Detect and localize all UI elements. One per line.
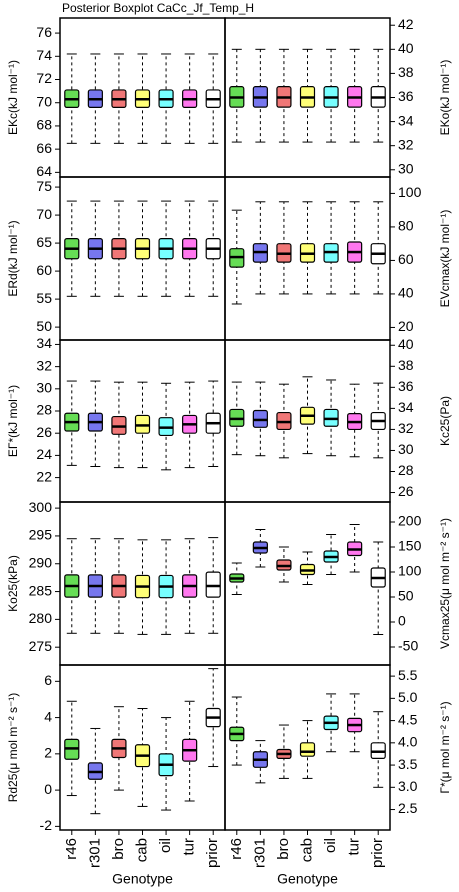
y-tick-label: 72 [36,70,52,86]
y-tick-label: -2 [40,817,53,833]
y-tick-label: 64 [36,163,52,179]
y-axis-label: Rd25(μ mol m⁻² s⁻¹) [6,693,20,803]
y-tick-label: 34 [398,399,414,415]
y-tick-label: 28 [398,462,414,478]
y-tick-label: 26 [398,483,414,499]
y-tick-label: 74 [36,47,52,63]
y-tick-label: 200 [398,513,422,529]
y-axis-label: EΓ*(kJ mol⁻¹) [6,385,20,457]
y-tick-label: 40 [398,285,414,301]
x-tick-label: oil [157,838,174,853]
x-tick-label: r46 [63,838,80,860]
y-tick-label: 20 [398,318,414,334]
y-axis-label: Vcmax25(μ mol m⁻² s⁻¹) [438,518,452,649]
y-tick-label: 2.5 [398,800,418,816]
y-tick-label: 70 [36,206,52,222]
x-tick-label: prior [369,838,386,868]
x-tick-label: r301 [86,838,103,868]
y-tick-label: 50 [398,588,414,604]
y-tick-label: 30 [398,160,414,176]
y-tick-label: 0 [44,781,52,797]
x-tick-label: r301 [251,838,268,868]
y-tick-label: 30 [36,380,52,396]
box [205,571,221,598]
y-tick-label: 66 [36,140,52,156]
y-tick-label: 42 [398,16,414,32]
y-axis-label: Kc25(Pa) [438,396,452,446]
y-tick-label: 28 [36,402,52,418]
y-axis-label: Γ*(μ mol m⁻² s⁻¹) [438,701,452,793]
y-axis-label: ERd(kJ mol⁻¹) [6,220,20,296]
y-tick-label: 36 [398,88,414,104]
x-axis-label: Genotype [277,871,338,887]
y-tick-label: 2 [44,745,52,761]
y-tick-label: 100 [398,184,422,200]
y-tick-label: 6 [44,672,52,688]
y-tick-label: 34 [36,335,52,351]
y-tick-label: 34 [398,112,414,128]
y-tick-label: 38 [398,357,414,373]
y-tick-label: 280 [29,610,53,626]
y-tick-label: 100 [398,563,422,579]
y-tick-label: 32 [398,136,414,152]
x-tick-label: cab [133,838,150,862]
box [299,742,316,757]
y-tick-label: 0 [398,613,406,629]
y-tick-label: 50 [36,318,52,334]
y-axis-label: Ko25(kPa) [6,555,20,612]
y-tick-label: 60 [398,251,414,267]
y-tick-label: 5.0 [398,689,418,705]
y-tick-label: 4 [44,708,52,724]
y-tick-label: 60 [36,262,52,278]
y-tick-label: 4.5 [398,711,418,727]
y-tick-label: 40 [398,40,414,56]
y-tick-label: 5.5 [398,667,418,683]
y-tick-label: 32 [398,420,414,436]
y-tick-label: 295 [29,527,53,543]
y-tick-label: 80 [398,218,414,234]
y-axis-label: EKo(kJ mol⁻¹) [438,60,452,136]
x-tick-label: cab [298,838,315,862]
y-tick-label: 285 [29,582,53,598]
y-tick-label: 24 [36,446,52,462]
x-tick-label: bro [275,838,292,860]
y-tick-label: -50 [398,638,418,654]
x-tick-label: tur [346,838,363,856]
y-tick-label: 68 [36,117,52,133]
y-tick-label: 22 [36,468,52,484]
y-tick-label: 55 [36,290,52,306]
y-axis-label: EKc(kJ mol⁻¹) [6,60,20,135]
x-tick-label: prior [204,838,221,868]
y-tick-label: 32 [36,357,52,373]
y-tick-label: 275 [29,638,53,654]
y-tick-label: 4.0 [398,734,418,750]
x-tick-label: r46 [228,838,245,860]
y-tick-label: 3.0 [398,778,418,794]
y-tick-label: 75 [36,178,52,194]
x-tick-label: bro [110,838,127,860]
x-tick-label: tur [181,838,198,856]
y-axis-label: EVcmax(kJ mol⁻¹) [438,210,452,308]
y-tick-label: 76 [36,24,52,40]
y-tick-label: 300 [29,499,53,515]
y-tick-label: 70 [36,93,52,109]
x-tick-label: oil [322,838,339,853]
y-tick-label: 3.5 [398,756,418,772]
y-tick-label: 150 [398,538,422,554]
y-tick-label: 65 [36,234,52,250]
y-tick-label: 30 [398,441,414,457]
y-tick-label: 26 [36,424,52,440]
y-tick-label: 40 [398,336,414,352]
y-tick-label: 36 [398,378,414,394]
chart-title: Posterior Boxplot CaCc_Jf_Temp_H [62,1,254,15]
y-tick-label: 38 [398,64,414,80]
x-axis-label: Genotype [112,871,173,887]
y-tick-label: 290 [29,554,53,570]
